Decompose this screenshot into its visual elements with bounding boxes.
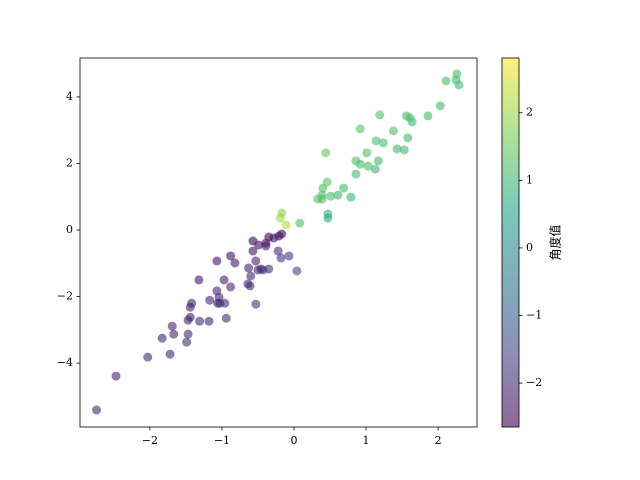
scatter-point: [378, 138, 388, 148]
y-tick-label: −2: [57, 290, 73, 303]
scatter-point: [167, 321, 177, 331]
scatter-point: [220, 298, 230, 308]
scatter-point: [277, 229, 287, 239]
colorbar: [501, 57, 520, 428]
scatter-point: [370, 164, 380, 174]
scatter-point: [295, 218, 305, 228]
x-tick-label: 0: [290, 434, 297, 447]
scatter-point: [111, 371, 121, 381]
scatter-point: [399, 145, 409, 155]
scatter-point: [284, 251, 294, 261]
scatter-point: [195, 316, 205, 326]
scatter-point: [317, 190, 327, 200]
scatter-point: [454, 80, 464, 90]
scatter-point: [221, 313, 231, 323]
y-tick-label: 4: [66, 90, 73, 103]
colorbar-tick-label: −1: [526, 308, 542, 321]
scatter-point: [219, 275, 229, 285]
scatter-point: [251, 256, 261, 266]
scatter-point: [226, 251, 236, 261]
colorbar-tick-label: 1: [526, 173, 533, 186]
scatter-point: [351, 169, 361, 179]
scatter-point: [321, 148, 331, 158]
scatter-point: [248, 246, 258, 256]
y-tick-label: 2: [66, 156, 73, 169]
scatter-point: [204, 316, 214, 326]
scatter-point: [157, 333, 167, 343]
scatter-point: [276, 253, 286, 263]
scatter-point: [246, 271, 256, 281]
scatter-point: [333, 190, 343, 200]
scatter-point: [183, 329, 193, 339]
scatter-point: [362, 148, 372, 158]
scatter-point: [273, 246, 283, 256]
scatter-point: [435, 101, 445, 111]
colorbar-tick-label: 2: [526, 106, 533, 119]
scatter-point: [363, 161, 373, 171]
colorbar-tick-label: −2: [526, 376, 542, 389]
scatter-point: [185, 312, 195, 322]
scatter-point: [355, 124, 365, 134]
scatter-point: [392, 144, 402, 154]
colorbar-label: 角度值: [548, 224, 563, 260]
scatter-point: [244, 263, 254, 273]
scatter-point: [245, 281, 255, 291]
colorbar-tick-label: 0: [526, 241, 533, 254]
y-tick-label: −4: [57, 356, 73, 369]
scatter-point: [403, 133, 413, 143]
scatter-point: [355, 159, 365, 169]
scatter-point: [323, 213, 333, 223]
scatter-point: [452, 69, 462, 79]
scatter-point: [187, 298, 197, 308]
scatter-point: [339, 183, 349, 193]
scatter-point: [277, 208, 287, 218]
scatter-point: [194, 275, 204, 285]
scatter-point: [230, 258, 240, 268]
scatter-point: [375, 110, 385, 120]
scatter-point: [226, 282, 236, 292]
scatter-point: [205, 295, 215, 305]
scatter-point: [371, 136, 381, 146]
scatter-point: [251, 299, 261, 309]
scatter-point: [322, 177, 332, 187]
scatter-point: [326, 191, 336, 201]
x-tick-label: −2: [142, 434, 158, 447]
scatter-point: [182, 337, 192, 347]
scatter-point: [165, 349, 175, 359]
scatter-point: [373, 156, 383, 166]
scatter-point: [169, 329, 179, 339]
x-tick-label: 1: [363, 434, 370, 447]
scatter-point: [441, 76, 451, 86]
scatter-point: [254, 240, 264, 250]
x-tick-label: −1: [214, 434, 230, 447]
scatter-point: [407, 117, 417, 127]
scatter-point: [281, 220, 291, 230]
scatter-point: [292, 266, 302, 276]
scatter-point: [346, 192, 356, 202]
scatter-point: [261, 238, 271, 248]
scatter-point: [264, 264, 274, 274]
scatter-point: [212, 256, 222, 266]
scatter-point: [92, 405, 102, 415]
axes-frame: [79, 57, 478, 428]
scatter-point: [423, 111, 433, 121]
y-tick-label: 0: [66, 223, 73, 236]
scatter-point: [143, 352, 153, 362]
x-tick-label: 2: [435, 434, 442, 447]
scatter-point: [388, 126, 398, 136]
